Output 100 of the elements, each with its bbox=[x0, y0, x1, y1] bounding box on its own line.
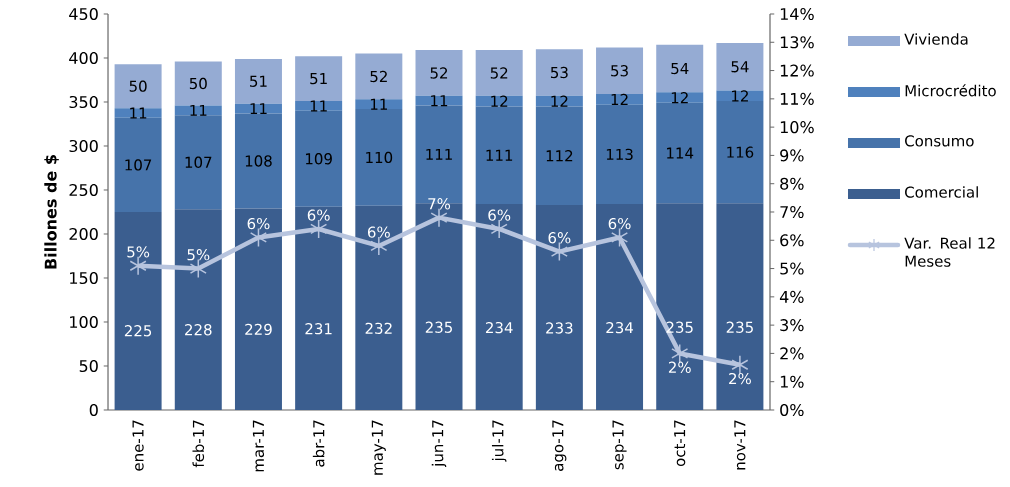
bar bbox=[475, 50, 523, 96]
y-tick-label: 0 bbox=[89, 403, 98, 417]
data-label: 51 bbox=[250, 75, 267, 87]
bar bbox=[716, 101, 764, 204]
y-tick-label: 250 bbox=[69, 183, 98, 197]
bar bbox=[656, 92, 704, 103]
bar bbox=[535, 49, 583, 96]
point bbox=[370, 236, 388, 256]
legend-label: Comercial bbox=[905, 186, 978, 198]
data-label: 234 bbox=[606, 321, 634, 334]
bar bbox=[114, 64, 162, 109]
data-label: 12 bbox=[611, 93, 628, 105]
data-label: 11 bbox=[370, 98, 387, 110]
bar bbox=[174, 115, 222, 210]
legend-label: Vivienda bbox=[904, 33, 968, 45]
y-axis-title: Billones de $ bbox=[44, 155, 59, 269]
y-tick-label: 450 bbox=[69, 7, 98, 21]
data-label: 107 bbox=[185, 156, 212, 168]
data-label: 12 bbox=[732, 90, 748, 102]
bar bbox=[295, 56, 343, 102]
y2-tick-label: 2% bbox=[780, 347, 804, 360]
bar bbox=[596, 204, 644, 410]
y2-tick-label: 10% bbox=[780, 121, 814, 134]
data-label: 52 bbox=[370, 70, 387, 83]
x-tick-label: mar-17 bbox=[252, 420, 265, 472]
data-label: 225 bbox=[124, 325, 152, 337]
bar bbox=[114, 117, 162, 212]
data-label: 11 bbox=[431, 95, 448, 107]
data-label: 12 bbox=[491, 95, 508, 107]
data-label: 112 bbox=[546, 150, 573, 162]
legend-label: Consumo bbox=[905, 135, 974, 147]
y2-tick-label: 13% bbox=[780, 36, 814, 49]
bar bbox=[656, 102, 704, 204]
data-label: 234 bbox=[485, 321, 513, 334]
bar bbox=[596, 47, 644, 95]
data-label: 228 bbox=[185, 324, 212, 336]
data-label: 229 bbox=[245, 323, 272, 336]
data-label: 2% bbox=[668, 361, 691, 373]
x-tick-label: may-17 bbox=[371, 420, 386, 475]
bar bbox=[656, 44, 704, 93]
bar bbox=[475, 106, 523, 205]
data-label: 6% bbox=[307, 209, 330, 221]
data-label: 11 bbox=[190, 104, 207, 116]
data-label: 6% bbox=[247, 217, 270, 230]
bar bbox=[475, 204, 523, 410]
data-label: 50 bbox=[129, 80, 147, 92]
y-tick-label: 300 bbox=[69, 139, 98, 153]
y-tick-label: 50 bbox=[79, 359, 98, 373]
y-tick-label: 100 bbox=[70, 315, 98, 329]
y2-tick-label: 11% bbox=[780, 92, 814, 105]
bar bbox=[114, 211, 162, 410]
y2-tick-label: 14% bbox=[780, 7, 814, 21]
data-label: 2% bbox=[729, 372, 751, 385]
x-tick-label: ene-17 bbox=[132, 420, 144, 471]
y-tick-label: 150 bbox=[70, 271, 98, 285]
data-label: 12 bbox=[551, 95, 568, 107]
data-label: 5% bbox=[127, 246, 150, 258]
data-label: 107 bbox=[125, 159, 152, 171]
data-label: 54 bbox=[731, 61, 749, 73]
bar bbox=[295, 110, 343, 207]
data-label: 6% bbox=[548, 232, 571, 244]
bar bbox=[535, 204, 583, 410]
data-label: 11 bbox=[250, 103, 267, 115]
bar bbox=[234, 58, 282, 104]
data-label: 51 bbox=[310, 73, 327, 85]
y2-tick-label: 6% bbox=[780, 234, 804, 247]
data-label: 6% bbox=[488, 209, 511, 221]
x-tick-label: oct-17 bbox=[674, 420, 686, 467]
y2-tick-label: 1% bbox=[780, 375, 804, 388]
bar bbox=[716, 43, 764, 91]
y-tick-label: 200 bbox=[69, 227, 98, 241]
x-tick-label: nov-17 bbox=[734, 420, 746, 470]
data-label: 113 bbox=[606, 148, 633, 161]
x-tick-label: abr-17 bbox=[312, 420, 325, 467]
bar bbox=[596, 104, 644, 205]
bar bbox=[355, 99, 403, 110]
data-label: 52 bbox=[430, 67, 448, 79]
x-tick-label: ago-17 bbox=[552, 420, 567, 471]
bar bbox=[114, 108, 162, 118]
x-tick-label: jun-17 bbox=[431, 420, 447, 468]
x-tick-label: sep-17 bbox=[612, 420, 627, 470]
bar bbox=[355, 109, 403, 206]
data-label: 53 bbox=[611, 65, 628, 77]
bar bbox=[355, 205, 403, 410]
y2-tick-label: 12% bbox=[780, 64, 814, 77]
bar bbox=[716, 203, 764, 410]
bar bbox=[174, 209, 222, 410]
bar bbox=[234, 113, 282, 209]
data-label: 50 bbox=[189, 77, 207, 90]
data-label: 109 bbox=[305, 153, 332, 165]
x-tick-label: feb-17 bbox=[192, 420, 205, 468]
bar bbox=[656, 203, 704, 410]
y2-tick-label: 8% bbox=[780, 177, 804, 190]
data-label: 54 bbox=[671, 62, 689, 75]
data-label: 108 bbox=[245, 155, 272, 167]
bar bbox=[596, 94, 644, 105]
data-label: 5% bbox=[187, 249, 210, 261]
data-label: 232 bbox=[365, 322, 392, 334]
legend-label: Microcrédito bbox=[905, 84, 996, 97]
bar bbox=[234, 208, 282, 410]
